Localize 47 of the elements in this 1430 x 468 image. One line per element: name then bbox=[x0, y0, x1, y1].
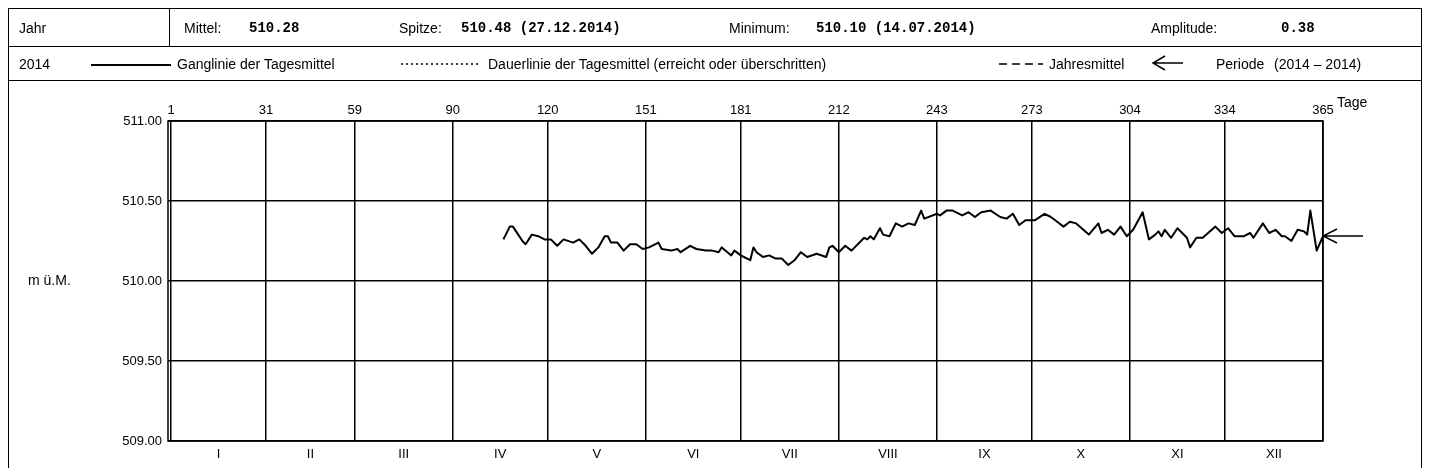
x-tick-label: 181 bbox=[729, 101, 752, 117]
text: VI bbox=[687, 446, 700, 462]
text: VIII bbox=[878, 446, 898, 462]
y-tick-label: 511.00 bbox=[123, 112, 162, 128]
x-tick-label: 59 bbox=[347, 101, 362, 117]
y-tick-label: 510.50 bbox=[122, 192, 162, 208]
text: X bbox=[1076, 446, 1086, 462]
x-tick-label: 365 bbox=[1312, 101, 1334, 117]
text: Ganglinie der Tagesmittel bbox=[177, 55, 335, 72]
x-tick-label: 31 bbox=[258, 101, 274, 117]
x-tick-label: 151 bbox=[634, 101, 657, 117]
y-tick-label: 509.50 bbox=[122, 352, 162, 368]
text: II bbox=[306, 446, 315, 462]
text: Minimum: bbox=[729, 19, 790, 36]
text: III bbox=[398, 446, 410, 462]
x-tick-label: 334 bbox=[1214, 101, 1236, 117]
text: V bbox=[592, 446, 602, 462]
x-tick-label: 1 bbox=[167, 101, 175, 117]
x-tick-label: 120 bbox=[536, 101, 559, 117]
text: IV bbox=[494, 446, 507, 462]
text: 510.28 bbox=[249, 19, 300, 36]
text: VII bbox=[781, 446, 798, 462]
x-tick-label: 304 bbox=[1119, 101, 1141, 117]
y-axis-title: m ü.M. bbox=[28, 271, 71, 288]
text: IX bbox=[978, 446, 991, 462]
x-tick-label: 273 bbox=[1021, 101, 1043, 117]
text: Dauerlinie der Tagesmittel (erreicht oder überschritten) bbox=[488, 55, 827, 72]
x-axis-title: Tage bbox=[1337, 93, 1368, 110]
text: Periode bbox=[1216, 55, 1265, 72]
text: (2014 – 2014) bbox=[1274, 55, 1362, 72]
text: 510.10 (14.07.2014) bbox=[816, 19, 976, 36]
text: 510.48 (27.12.2014) bbox=[461, 19, 621, 36]
text: Jahresmittel bbox=[1049, 55, 1125, 72]
x-tick-label: 243 bbox=[926, 101, 948, 117]
y-tick-label: 509.00 bbox=[122, 432, 162, 448]
text: XII bbox=[1266, 446, 1282, 462]
text: Amplitude: bbox=[1151, 19, 1218, 36]
text: I bbox=[216, 446, 221, 462]
text: Spitze: bbox=[399, 19, 442, 36]
x-tick-label: 90 bbox=[445, 101, 461, 117]
y-tick-label: 510.00 bbox=[122, 272, 162, 288]
text: Mittel: bbox=[184, 19, 222, 36]
x-tick-label: 212 bbox=[828, 101, 850, 117]
text: XI bbox=[1171, 446, 1184, 462]
text: 2014 bbox=[19, 55, 51, 72]
text: 0.38 bbox=[1281, 19, 1315, 36]
text: Jahr bbox=[19, 19, 47, 36]
